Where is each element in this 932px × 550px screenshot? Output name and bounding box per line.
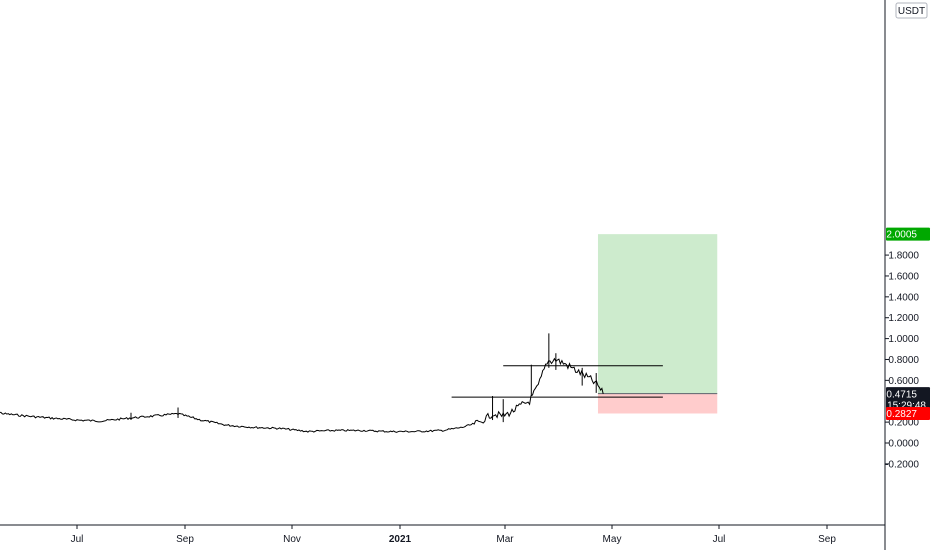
price-axis-ticks: 1.8000 1.6000 1.4000 1.2000 1.0000 0.8000 0.60… — [885, 251, 919, 470]
target-zone[interactable] — [597, 234, 718, 394]
price-tick-label: 1.8000 — [888, 251, 919, 262]
time-tick-label: May — [603, 534, 622, 545]
time-tick-label: Nov — [283, 534, 301, 545]
time-tick-label: Sep — [176, 534, 194, 545]
price-marker-label: 0.2827 — [886, 409, 917, 420]
stop-zone[interactable] — [597, 393, 718, 414]
price-tick-label: 1.4000 — [888, 292, 919, 303]
time-tick-label: Jul — [713, 534, 726, 545]
currency-label: USDT — [898, 6, 925, 17]
price-series — [0, 333, 604, 433]
time-axis-ticks[interactable]: Jul Sep Nov 2021 Mar May Jul Sep — [71, 525, 837, 545]
price-tick-label: 1.2000 — [888, 313, 919, 324]
time-tick-label: 2021 — [389, 534, 412, 545]
price-tick-label: 0.2000 — [888, 418, 919, 429]
price-marker-box — [886, 387, 930, 412]
price-tick-label: 1.0000 — [888, 334, 919, 345]
position-zones[interactable] — [597, 234, 718, 414]
time-tick-label: Jul — [71, 534, 84, 545]
countdown-label: 15:29:48 — [887, 400, 926, 411]
currency-badge[interactable]: USDT — [895, 2, 928, 19]
price-marker-label: 2.0005 — [886, 230, 917, 241]
price-tick-label: -0.2000 — [885, 459, 919, 470]
horizontal-lines[interactable] — [451, 365, 663, 398]
price-tick-label: 0.0000 — [888, 439, 919, 450]
price-tick-label: 0.6000 — [888, 376, 919, 387]
time-tick-label: Mar — [496, 534, 514, 545]
time-tick-label: Sep — [818, 534, 836, 545]
price-tick-label: 0.8000 — [888, 355, 919, 366]
price-marker-label: 0.4715 — [886, 389, 917, 400]
price-marker-box — [886, 406, 930, 420]
price-marker-box — [886, 227, 930, 241]
price-line — [0, 357, 604, 433]
price-tick-label: 1.6000 — [888, 271, 919, 282]
